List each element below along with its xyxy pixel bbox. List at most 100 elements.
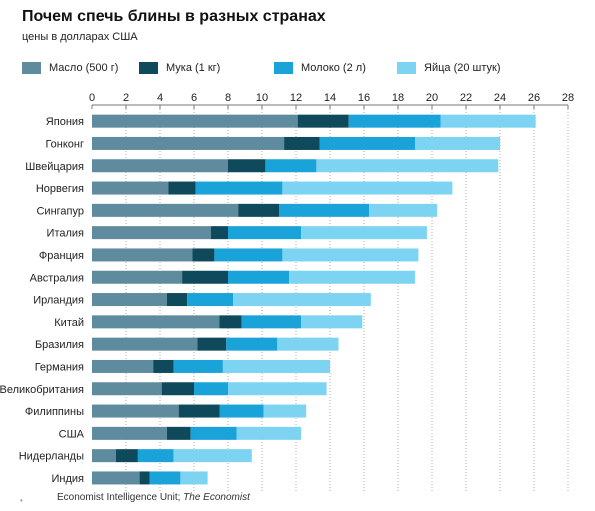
bar-segment xyxy=(228,159,266,173)
source-note: Economist Intelligence Unit; The Economi… xyxy=(57,492,250,503)
category-label: Ирландия xyxy=(33,295,84,307)
category-label: Великобритания xyxy=(0,384,84,396)
bar-segment xyxy=(92,293,167,307)
bar-segment xyxy=(214,248,283,262)
bar-segment xyxy=(190,426,237,440)
bar-segment xyxy=(168,181,196,195)
bar-segment xyxy=(166,293,188,307)
bar-segment xyxy=(92,270,183,284)
bar-segment xyxy=(178,404,220,418)
category-label: Германия xyxy=(35,361,84,373)
bar-segment xyxy=(92,114,298,128)
x-tick-label: 4 xyxy=(157,92,163,104)
bar-segment xyxy=(233,293,371,307)
bar-segment xyxy=(219,404,264,418)
bar-segment xyxy=(228,382,327,396)
bar-segment xyxy=(319,136,415,150)
bar-segment xyxy=(301,315,363,329)
bar-segment xyxy=(228,226,302,240)
chart-legend: Масло (500 г) Мука (1 кг) Молоко (2 л) Я… xyxy=(22,60,582,76)
bar-segment xyxy=(92,181,169,195)
legend-item-milk: Молоко (2 л) xyxy=(274,60,366,76)
legend-swatch-milk xyxy=(274,62,293,74)
bar-segment xyxy=(92,404,179,418)
x-tick-label: 24 xyxy=(494,92,506,104)
category-label: Нидерланды xyxy=(19,451,84,463)
category-label: Норвегия xyxy=(36,183,84,195)
bar-segment xyxy=(279,203,370,217)
category-label: Австралия xyxy=(30,272,84,284)
bar-segment xyxy=(92,226,211,240)
bar-segment xyxy=(92,136,285,150)
bar-segment xyxy=(236,426,302,440)
bar-segment xyxy=(92,159,228,173)
bar-segment xyxy=(415,136,500,150)
bar-segment xyxy=(277,337,339,351)
category-label: Индия xyxy=(51,473,84,485)
category-label: Франция xyxy=(39,250,84,262)
bar-segment xyxy=(149,471,181,485)
legend-label-eggs: Яйца (20 штук) xyxy=(424,62,501,74)
bar-segment xyxy=(369,203,438,217)
legend-swatch-eggs xyxy=(397,62,416,74)
x-tick-label: 16 xyxy=(358,92,370,104)
chart-subtitle: цены в долларах США xyxy=(22,31,138,43)
bar-segment xyxy=(92,449,116,463)
legend-item-butter: Масло (500 г) xyxy=(22,60,118,76)
category-label: Швейцария xyxy=(25,161,84,173)
bar-segment xyxy=(197,337,227,351)
bar-segment xyxy=(161,382,194,396)
bar-segment xyxy=(187,293,234,307)
bar-segment xyxy=(153,359,174,373)
legend-swatch-butter xyxy=(22,62,41,74)
bar-segment xyxy=(219,315,242,329)
category-label: Филиппины xyxy=(25,406,84,418)
bar-segment xyxy=(348,114,441,128)
bar-segment xyxy=(265,159,317,173)
category-label: Италия xyxy=(47,228,85,240)
bar-segment xyxy=(92,248,193,262)
bar-segment xyxy=(92,426,167,440)
bar-segment xyxy=(301,226,427,240)
category-label: Гонконг xyxy=(45,138,84,150)
bar-segment xyxy=(289,270,415,284)
legend-label-flour: Мука (1 кг) xyxy=(166,62,221,74)
x-tick-label: 6 xyxy=(191,92,197,104)
bar-segment xyxy=(241,315,302,329)
category-label: Бразилия xyxy=(35,339,84,351)
bar-segment xyxy=(263,404,307,418)
bar-segment xyxy=(166,426,191,440)
bar-segment xyxy=(180,471,208,485)
bar-segment xyxy=(92,359,154,373)
bar-segment xyxy=(316,159,499,173)
bar-segment xyxy=(211,226,228,240)
bar-segment xyxy=(137,449,174,463)
x-tick-label: 0 xyxy=(89,92,95,104)
category-label: Китай xyxy=(54,317,84,329)
legend-item-flour: Мука (1 кг) xyxy=(139,60,220,76)
x-tick-label: 26 xyxy=(528,92,540,104)
bar-segment xyxy=(284,136,320,150)
bar-segment xyxy=(92,203,239,217)
x-tick-label: 2 xyxy=(123,92,129,104)
category-label: Япония xyxy=(46,116,84,128)
bar-segment xyxy=(297,114,349,128)
x-tick-label: 22 xyxy=(460,92,472,104)
x-tick-label: 28 xyxy=(562,92,574,104)
bar-segment xyxy=(92,382,162,396)
bar-segment xyxy=(282,248,419,262)
bar-segment xyxy=(192,248,215,262)
bar-segment xyxy=(440,114,536,128)
bar-segment xyxy=(182,270,228,284)
bar-segment xyxy=(226,337,278,351)
bar-segment xyxy=(282,181,453,195)
bar-segment xyxy=(92,337,198,351)
x-tick-label: 10 xyxy=(256,92,268,104)
bar-segment xyxy=(238,203,279,217)
x-tick-label: 12 xyxy=(290,92,302,104)
bar-segment xyxy=(222,359,330,373)
x-tick-label: 8 xyxy=(225,92,231,104)
x-tick-label: 18 xyxy=(392,92,404,104)
category-label: США xyxy=(59,428,85,440)
